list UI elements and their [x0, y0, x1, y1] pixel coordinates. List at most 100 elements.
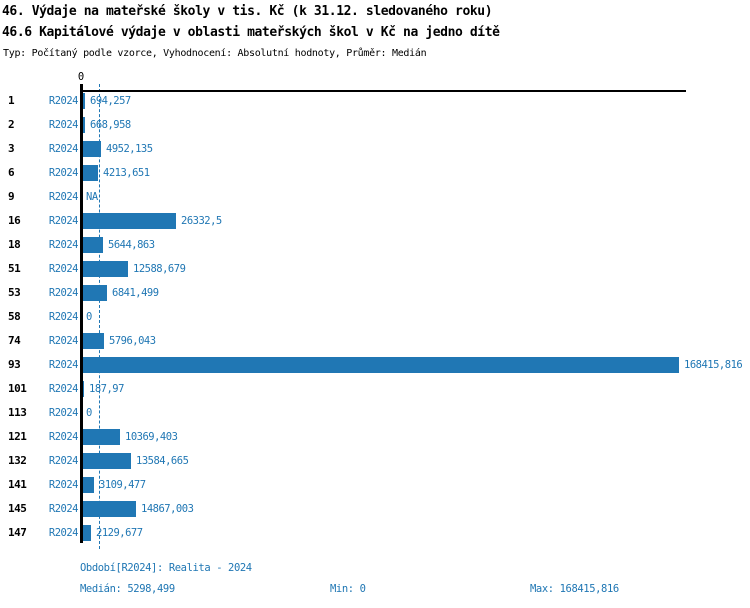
x-axis-line — [81, 90, 686, 92]
bar-value-label: 10369,403 — [125, 431, 178, 443]
chart-row: 113 R2024 0 — [0, 401, 750, 425]
median-stat-label: Medián: 5298,499 — [80, 583, 175, 595]
bar-value-label: 5644,863 — [108, 239, 155, 251]
bar — [83, 165, 98, 181]
chart-row: 9 R2024 NA — [0, 185, 750, 209]
page-title: 46. Výdaje na mateřské školy v tis. Kč (… — [2, 4, 493, 19]
median-reference-line — [99, 84, 100, 549]
row-category-label: 132 — [8, 454, 27, 467]
bar-value-label: 6841,499 — [112, 287, 159, 299]
row-series-label: R2024 — [48, 431, 79, 443]
min-stat-label: Min: 0 — [330, 583, 366, 595]
bar — [83, 381, 84, 397]
chart-row: 145 R2024 14867,003 — [0, 497, 750, 521]
row-series-label: R2024 — [48, 359, 79, 371]
chart-row: 18 R2024 5644,863 — [0, 233, 750, 257]
row-series-label: R2024 — [48, 335, 79, 347]
row-category-label: 93 — [8, 358, 21, 371]
row-category-label: 16 — [8, 214, 21, 227]
bar — [83, 357, 679, 373]
chart-row: 16 R2024 26332,5 — [0, 209, 750, 233]
row-category-label: 74 — [8, 334, 21, 347]
bar — [83, 141, 101, 157]
row-series-label: R2024 — [48, 407, 79, 419]
page-subtitle: 46.6 Kapitálové výdaje v oblasti mateřsk… — [2, 25, 500, 40]
bar-value-label: NA — [86, 191, 98, 203]
chart-row: 6 R2024 4213,651 — [0, 161, 750, 185]
bar-value-label: 4952,135 — [106, 143, 153, 155]
row-category-label: 121 — [8, 430, 27, 443]
bar — [83, 429, 120, 445]
bar-value-label: 14867,003 — [141, 503, 194, 515]
bar — [83, 117, 85, 133]
row-category-label: 113 — [8, 406, 27, 419]
row-series-label: R2024 — [48, 527, 79, 539]
row-series-label: R2024 — [48, 167, 79, 179]
bar — [83, 333, 104, 349]
chart-row: 74 R2024 5796,043 — [0, 329, 750, 353]
row-category-label: 145 — [8, 502, 27, 515]
bar-value-label: 0 — [86, 311, 92, 323]
row-category-label: 2 — [8, 118, 15, 131]
chart-row: 53 R2024 6841,499 — [0, 281, 750, 305]
bar-value-label: 13584,665 — [136, 455, 189, 467]
chart-meta-line: Typ: Počítaný podle vzorce, Vyhodnocení:… — [3, 48, 427, 59]
bar-value-label: 2129,677 — [96, 527, 143, 539]
bar-value-label: 187,97 — [89, 383, 124, 395]
chart-row: 101 R2024 187,97 — [0, 377, 750, 401]
row-category-label: 147 — [8, 526, 27, 539]
x-axis-zero-tick-label: 0 — [77, 71, 85, 83]
row-series-label: R2024 — [48, 479, 79, 491]
bar — [83, 237, 103, 253]
bar — [83, 477, 94, 493]
bar — [83, 93, 85, 109]
chart-row: 121 R2024 10369,403 — [0, 425, 750, 449]
row-series-label: R2024 — [48, 263, 79, 275]
bar-value-label: 5796,043 — [109, 335, 156, 347]
max-stat-label: Max: 168415,816 — [530, 583, 619, 595]
row-series-label: R2024 — [48, 311, 79, 323]
row-category-label: 51 — [8, 262, 21, 275]
bar-value-label: 4213,651 — [103, 167, 150, 179]
bar-value-label: 3109,477 — [99, 479, 146, 491]
row-category-label: 53 — [8, 286, 21, 299]
row-category-label: 101 — [8, 382, 27, 395]
bar — [83, 501, 136, 517]
bar-value-label: 0 — [86, 407, 92, 419]
row-category-label: 1 — [8, 94, 15, 107]
chart-row: 51 R2024 12588,679 — [0, 257, 750, 281]
row-category-label: 58 — [8, 310, 21, 323]
bar-value-label: 12588,679 — [133, 263, 186, 275]
row-series-label: R2024 — [48, 455, 79, 467]
row-category-label: 18 — [8, 238, 21, 251]
row-series-label: R2024 — [48, 191, 79, 203]
chart-row: 2 R2024 668,958 — [0, 113, 750, 137]
bar-value-label: 694,257 — [90, 95, 131, 107]
bar — [83, 285, 107, 301]
row-series-label: R2024 — [48, 383, 79, 395]
bar — [83, 525, 91, 541]
chart-row: 1 R2024 694,257 — [0, 89, 750, 113]
row-category-label: 3 — [8, 142, 15, 155]
bar — [83, 261, 128, 277]
row-series-label: R2024 — [48, 287, 79, 299]
row-series-label: R2024 — [48, 503, 79, 515]
bar — [83, 213, 176, 229]
bar — [83, 453, 131, 469]
row-series-label: R2024 — [48, 95, 79, 107]
row-series-label: R2024 — [48, 239, 79, 251]
chart-row: 93 R2024 168415,816 — [0, 353, 750, 377]
chart-row: 3 R2024 4952,135 — [0, 137, 750, 161]
chart-row: 141 R2024 3109,477 — [0, 473, 750, 497]
row-category-label: 9 — [8, 190, 15, 203]
row-series-label: R2024 — [48, 119, 79, 131]
y-axis-line — [80, 84, 83, 543]
bar-value-label: 168415,816 — [684, 359, 743, 371]
period-label: Období[R2024]: Realita - 2024 — [80, 562, 252, 574]
row-series-label: R2024 — [48, 215, 79, 227]
bar-value-label: 668,958 — [90, 119, 131, 131]
row-category-label: 141 — [8, 478, 27, 491]
chart-row: 58 R2024 0 — [0, 305, 750, 329]
bar-value-label: 26332,5 — [181, 215, 222, 227]
